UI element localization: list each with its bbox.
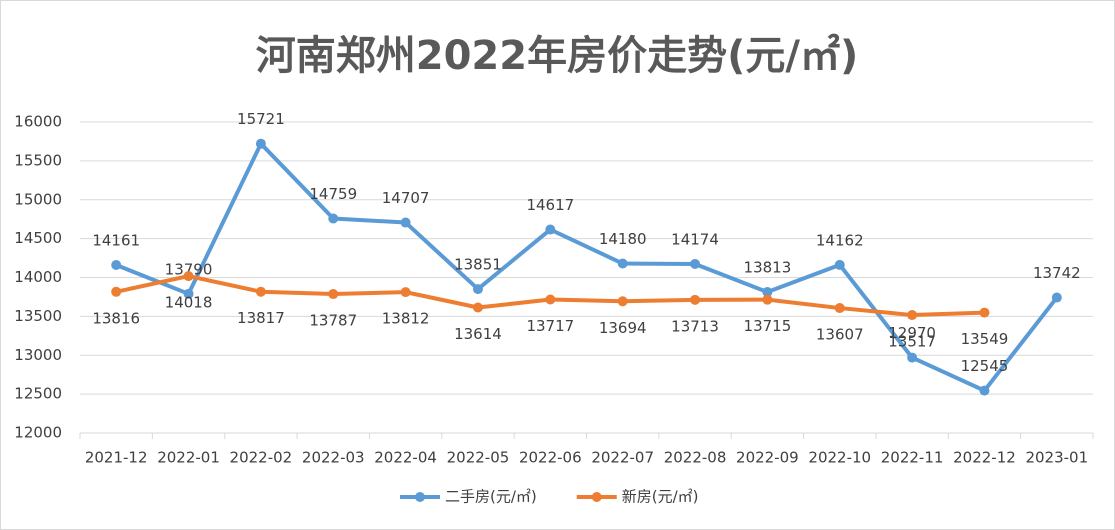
data-label: 13816 [92,309,140,327]
data-point [255,286,266,297]
data-point [907,352,918,363]
data-label: 12970 [888,324,936,342]
x-tick-label: 2022-09 [736,449,799,467]
data-point [979,307,990,318]
data-label: 13713 [671,317,719,335]
data-label: 15721 [237,110,285,128]
x-tick-label: 2022-11 [881,449,944,467]
data-label: 14707 [382,189,430,207]
data-point [111,259,122,270]
data-label: 13813 [744,259,792,277]
data-label: 13517 [888,333,936,351]
data-label: 14617 [526,196,574,214]
data-label: 13817 [237,309,285,327]
data-point [979,385,990,396]
x-tick-label: 2022-08 [664,449,727,467]
data-point [762,294,773,305]
y-tick-label: 14500 [14,229,62,247]
data-label: 14174 [671,230,719,248]
data-point [472,302,483,313]
data-point [328,289,339,300]
data-label: 14759 [309,185,357,203]
data-point [617,258,628,269]
y-tick-label: 15500 [14,151,62,169]
data-point [400,287,411,298]
y-tick-label: 12000 [14,424,62,442]
data-label: 13851 [454,256,502,274]
y-tick-label: 15000 [14,190,62,208]
data-label: 13694 [599,319,647,337]
data-label: 13742 [1033,264,1081,282]
data-label: 14018 [165,294,213,312]
data-label: 14162 [816,231,864,249]
data-point [400,217,411,228]
x-tick-label: 2021-12 [85,449,148,467]
data-point [328,213,339,224]
x-tick-label: 2022-04 [374,449,437,467]
data-label: 13790 [165,260,213,278]
data-point [183,271,194,282]
x-tick-label: 2022-07 [591,449,654,467]
data-point [111,286,122,297]
y-tick-label: 12500 [14,385,62,403]
y-tick-label: 16000 [14,113,62,131]
data-point [834,259,845,270]
x-tick-label: 2022-10 [808,449,871,467]
data-label: 13607 [816,326,864,344]
y-tick-label: 13000 [14,346,62,364]
data-point [1051,292,1062,303]
data-point [545,224,556,235]
legend-marker [591,492,602,502]
x-tick-label: 2023-01 [1025,449,1088,467]
chart-title: 河南郑州2022年房价走势(元/㎡) [256,33,859,79]
y-tick-label: 14000 [14,268,62,286]
data-point [255,138,266,149]
x-tick-label: 2022-12 [953,449,1016,467]
data-label: 12545 [961,357,1009,375]
legend-label: 新房(元/㎡) [622,488,699,506]
data-point [617,296,628,307]
data-point [472,284,483,295]
x-tick-label: 2022-02 [230,449,293,467]
series-line [115,141,1059,393]
data-point [762,287,773,298]
data-label: 14161 [92,231,140,249]
data-point [907,310,918,321]
data-label: 13614 [454,325,502,343]
data-label: 13787 [309,312,357,330]
data-label: 13549 [961,330,1009,348]
data-label: 14180 [599,230,647,248]
data-point [834,303,845,314]
data-point [183,288,194,299]
x-tick-label: 2022-03 [302,449,365,467]
data-point [545,294,556,305]
x-tick-label: 2022-01 [157,449,220,467]
legend-marker [415,492,425,502]
data-point [690,294,701,305]
data-label: 13717 [526,317,574,335]
x-tick-label: 2022-06 [519,449,582,467]
legend-label: 二手房(元/㎡) [445,488,537,506]
x-tick-label: 2022-05 [447,449,510,467]
data-point [690,258,701,269]
data-label: 13812 [382,310,430,328]
data-label: 13715 [744,317,792,335]
y-tick-label: 13500 [14,307,62,325]
